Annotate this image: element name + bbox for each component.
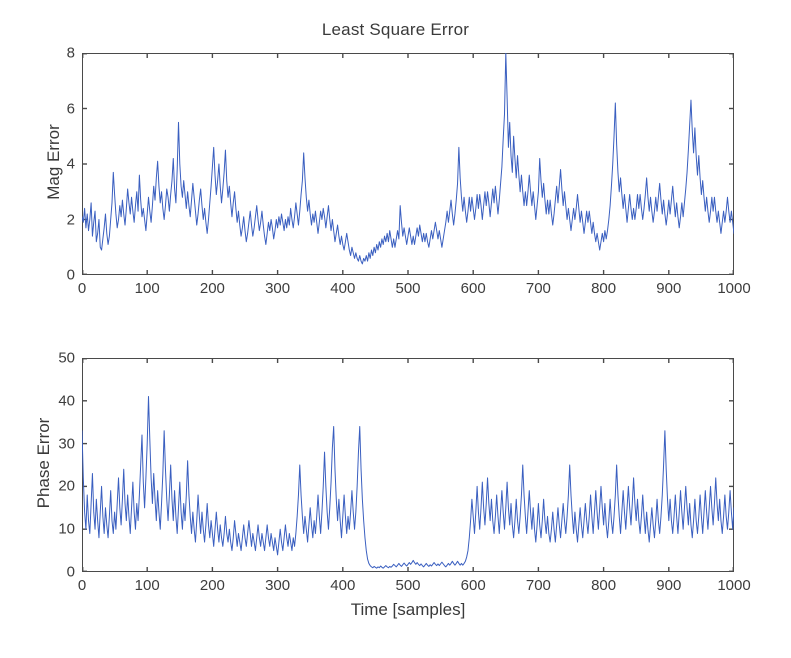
phase-error-series-line — [82, 379, 734, 568]
phase-error-x-tick-900: 900 — [656, 577, 682, 594]
mag-error-plot-area — [82, 53, 734, 275]
phase-error-y-tick-0: 0 — [66, 563, 75, 581]
phase-error-y-tick-50: 50 — [58, 349, 75, 367]
phase-error-x-tick-1000: 1000 — [717, 577, 751, 594]
mag-error-y-tick-8: 8 — [66, 44, 75, 62]
phase-error-x-tick-300: 300 — [265, 577, 291, 594]
phase-error-y-tick-40: 40 — [58, 392, 75, 410]
phase-error-x-axis-label: Time [samples] — [350, 600, 466, 619]
phase-error-x-tick-600: 600 — [460, 577, 486, 594]
phase-error-plot-area — [82, 358, 734, 572]
mag-error-x-tick-200: 200 — [199, 280, 225, 297]
mag-error-x-tick-0: 0 — [77, 280, 87, 297]
phase-error-x-tick-100: 100 — [134, 577, 160, 594]
mag-error-y-axis-label: Mag Error — [44, 124, 63, 200]
phase-error-y-tick-30: 30 — [58, 435, 75, 453]
chart-title: Least Square Error — [321, 20, 470, 39]
mag-error-y-tick-4: 4 — [66, 155, 75, 173]
mag-error-y-tick-6: 6 — [66, 100, 75, 117]
phase-error-y-tick-10: 10 — [58, 520, 75, 538]
mag-error-x-tick-700: 700 — [525, 280, 551, 297]
mag-error-x-tick-800: 800 — [591, 280, 617, 297]
phase-error-plot-panel: Phase Error 0 10 20 30 40 50 0 100 200 300 400 500… — [34, 350, 751, 620]
mag-error-y-tick-2: 2 — [66, 211, 75, 228]
phase-error-x-tick-500: 500 — [395, 577, 421, 594]
phase-error-x-tick-0: 0 — [77, 577, 87, 594]
phase-error-x-tick-700: 700 — [525, 577, 551, 594]
phase-error-plot-box — [82, 358, 734, 572]
mag-error-x-tick-600: 600 — [460, 280, 486, 297]
mag-error-x-tick-500: 500 — [395, 280, 421, 297]
phase-error-y-axis-label: Phase Error — [34, 417, 53, 509]
phase-error-x-tick-200: 200 — [199, 577, 225, 594]
phase-error-x-tick-400: 400 — [330, 577, 356, 594]
mag-error-x-tick-400: 400 — [330, 280, 356, 297]
mag-error-y-tick-0: 0 — [66, 266, 75, 284]
mag-error-series-line — [82, 53, 734, 264]
phase-error-y-tick-20: 20 — [58, 477, 75, 495]
mag-error-plot-panel: Mag Error 0 2 4 6 8 0 100 200 300 400 500 600 700 80… — [44, 45, 751, 298]
mag-error-x-tick-300: 300 — [265, 280, 291, 297]
phase-error-x-tick-800: 800 — [591, 577, 617, 594]
mag-error-x-tick-1000: 1000 — [717, 280, 751, 297]
mag-error-x-tick-900: 900 — [656, 280, 682, 297]
mag-error-x-tick-100: 100 — [134, 280, 160, 297]
